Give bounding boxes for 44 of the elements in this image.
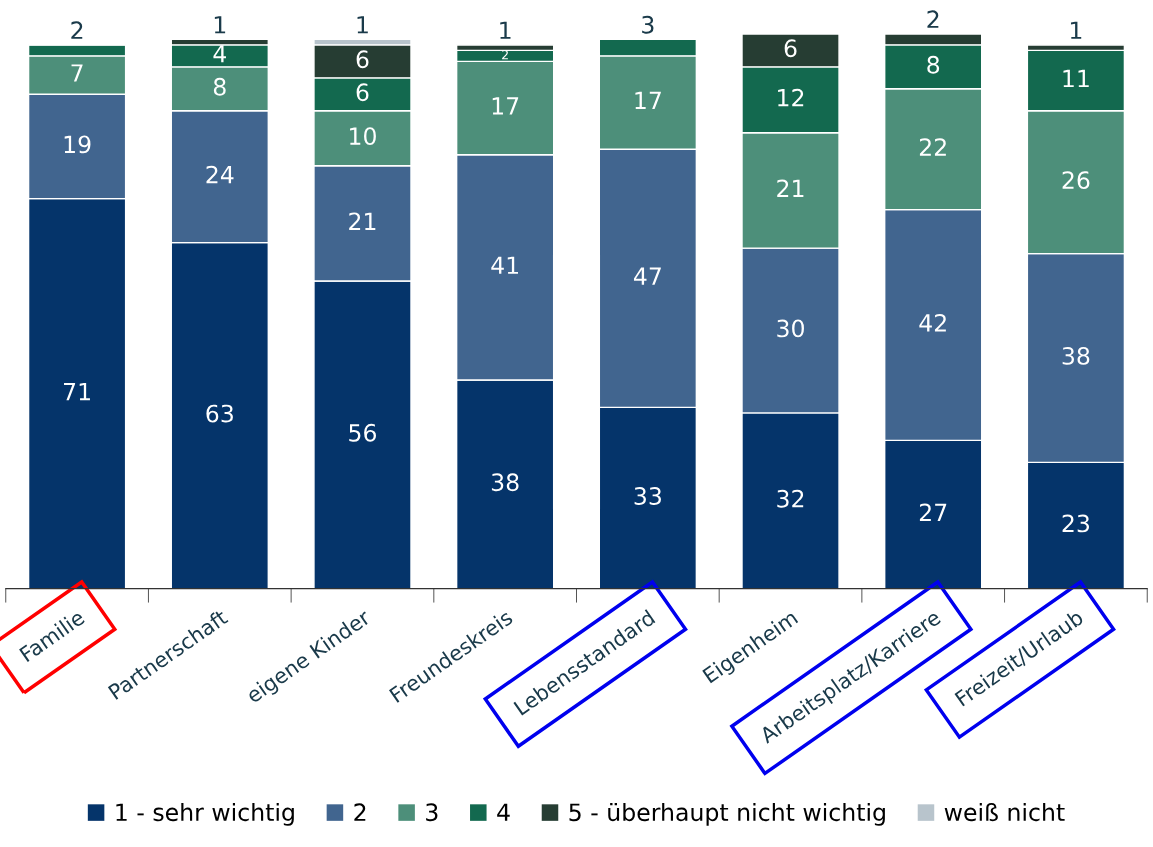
data-label: 2 (927, 10, 939, 28)
data-label: 30 (777, 319, 804, 338)
data-label: 38 (491, 473, 519, 492)
data-label: 10 (350, 127, 376, 146)
data-label: 8 (213, 77, 226, 96)
data-label: 8 (927, 55, 940, 74)
data-label: 12 (778, 88, 804, 107)
data-label: 17 (635, 91, 661, 110)
data-label: 4 (213, 45, 226, 63)
data-label: 17 (492, 97, 519, 115)
data-label: 11 (1063, 69, 1089, 88)
legend-label: 5 - überhaupt nicht wichtig (569, 802, 885, 826)
data-label: 22 (919, 138, 946, 156)
data-label: 26 (1062, 171, 1090, 190)
data-label: 47 (633, 267, 661, 285)
data-label: 32 (777, 489, 804, 508)
data-label: 1 (1070, 21, 1082, 39)
data-label: 6 (356, 50, 369, 69)
data-label: 41 (491, 256, 518, 274)
data-label: 71 (64, 382, 90, 401)
data-label: 3 (642, 15, 654, 34)
legend-label: 3 (426, 803, 438, 822)
data-label: 21 (777, 179, 804, 197)
legend-label: 4 (497, 803, 510, 821)
data-label: 24 (206, 165, 234, 184)
data-label: 6 (784, 39, 797, 58)
data-label: 38 (1062, 346, 1090, 365)
data-label: 1 (357, 16, 368, 34)
data-label: 21 (349, 212, 376, 230)
data-label: 23 (1062, 514, 1090, 533)
data-label: 27 (919, 503, 947, 522)
legend-label: 2 (354, 803, 366, 821)
data-label: 42 (919, 314, 946, 332)
data-label: 7 (71, 64, 83, 82)
data-label: 1 (214, 16, 226, 34)
legend-label: weiß nicht (944, 802, 1065, 822)
data-label: 19 (64, 135, 91, 154)
data-label: 63 (206, 404, 233, 423)
data-label: 1 (500, 21, 511, 39)
legend-label: 1 - sehr wichtig (116, 802, 294, 826)
data-label: 2 (71, 21, 83, 39)
data-label: 6 (356, 83, 369, 102)
data-label: 33 (634, 487, 661, 505)
data-label: 56 (349, 423, 377, 442)
